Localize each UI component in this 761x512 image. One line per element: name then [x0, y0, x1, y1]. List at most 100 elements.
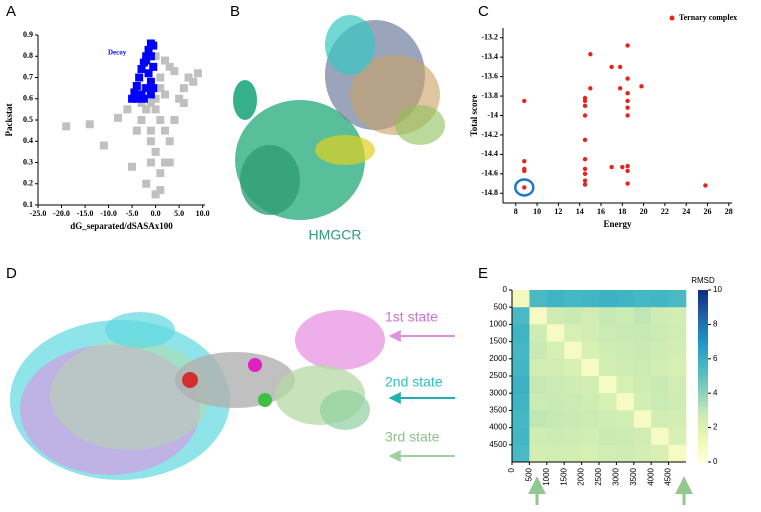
- colorbar-title: RMSD: [691, 276, 715, 285]
- point: [132, 82, 141, 90]
- point: [142, 56, 151, 65]
- point: [161, 56, 170, 65]
- colorbar-tick-label: 0: [713, 457, 718, 466]
- point: [625, 181, 630, 186]
- x-tick-label: 0: [507, 467, 516, 472]
- x-axis-title: Energy: [604, 219, 632, 229]
- heatmap-cell: [512, 341, 530, 360]
- point: [146, 99, 155, 107]
- point: [113, 113, 122, 122]
- point: [625, 76, 630, 81]
- point: [146, 90, 155, 99]
- colorbar-step: [698, 397, 708, 403]
- point: [156, 116, 165, 124]
- point: [99, 141, 108, 150]
- heatmap-cell: [633, 410, 652, 428]
- heatmap-cell: [581, 358, 600, 377]
- colorbar-step: [698, 371, 708, 377]
- state-label: 2nd state: [385, 374, 443, 390]
- heatmap-cell: [546, 290, 565, 308]
- heatmap-cell: [633, 307, 652, 325]
- y-axis-title: Packstat: [4, 104, 14, 137]
- y-tick-label: 0: [503, 285, 508, 294]
- heatmap-cell: [546, 341, 565, 360]
- point: [151, 190, 160, 199]
- y-tick-label: -14: [487, 110, 498, 119]
- heatmap-cell: [668, 427, 687, 446]
- heatmap-cell: [599, 290, 617, 308]
- heatmap-cell: [546, 393, 565, 411]
- heatmap-cell: [651, 358, 669, 377]
- point: [522, 168, 527, 174]
- heatmap-cell: [564, 307, 582, 325]
- point: [582, 103, 588, 108]
- heatmap-cell: [668, 341, 687, 360]
- point: [165, 62, 174, 71]
- colorbar-step: [698, 449, 708, 454]
- x-tick-label: 10.0: [196, 209, 210, 218]
- heatmap-cell: [529, 341, 548, 360]
- heatmap-cell: [529, 324, 548, 342]
- heatmap-cell: [546, 444, 565, 463]
- colorbar-step: [698, 294, 708, 299]
- heatmap-cell: [616, 444, 635, 463]
- colorbar-step: [698, 290, 708, 295]
- point: [609, 64, 614, 70]
- point: [161, 158, 170, 167]
- colorbar-step: [698, 423, 708, 428]
- point: [625, 98, 630, 104]
- heatmap-cell: [546, 427, 565, 446]
- heatmap-cell: [616, 341, 635, 360]
- colorbar-step: [698, 440, 708, 446]
- x-tick-label: 3000: [612, 467, 621, 485]
- point: [582, 166, 588, 172]
- protein-illustration-d: [10, 310, 385, 480]
- heatmap-cell: [599, 444, 617, 463]
- colorbar-step: [698, 444, 708, 450]
- x-tick-label: 26: [704, 207, 712, 216]
- heatmap-cell: [616, 410, 635, 428]
- point: [137, 99, 146, 107]
- point: [617, 64, 623, 70]
- heatmap-cell: [599, 427, 617, 446]
- point: [625, 163, 630, 169]
- x-tick-label: 12: [554, 207, 562, 216]
- point: [165, 137, 174, 146]
- point: [179, 99, 188, 107]
- heatmap-cell: [546, 358, 565, 377]
- x-tick-label: 16: [597, 207, 605, 216]
- point: [146, 158, 155, 167]
- heatmap-cell: [581, 376, 600, 394]
- heatmap-cell: [529, 427, 548, 446]
- point: [588, 86, 593, 91]
- point: [582, 157, 588, 162]
- point: [582, 137, 588, 143]
- heatmap-cell: [564, 324, 582, 342]
- heatmap-cell: [512, 444, 530, 463]
- heatmap-cell: [668, 376, 687, 394]
- x-tick-label: 2000: [577, 467, 586, 485]
- y-tick-label: 0.1: [23, 200, 33, 209]
- point: [625, 168, 630, 174]
- point: [151, 147, 160, 156]
- heatmap-cell: [616, 427, 635, 446]
- x-tick-label: 8: [514, 207, 518, 216]
- panel-label: D: [6, 265, 17, 282]
- colorbar-step: [698, 350, 708, 355]
- heatmap-cell: [651, 341, 669, 360]
- x-tick-label: 10: [533, 207, 541, 216]
- y-tick-label: 2000: [489, 354, 507, 363]
- y-tick-label: 1000: [489, 320, 507, 329]
- heatmap-cell: [668, 290, 687, 308]
- y-tick-label: -13.8: [481, 91, 498, 100]
- heatmap-cell: [581, 341, 600, 360]
- point: [62, 122, 71, 131]
- point: [142, 84, 151, 93]
- y-tick-label: 0.8: [23, 51, 33, 60]
- heatmap-cell: [599, 307, 617, 325]
- point: [151, 105, 160, 114]
- x-tick-label: 500: [525, 467, 534, 481]
- heatmap-cell: [546, 307, 565, 325]
- colorbar-tick-label: 4: [713, 388, 718, 397]
- point: [156, 186, 165, 195]
